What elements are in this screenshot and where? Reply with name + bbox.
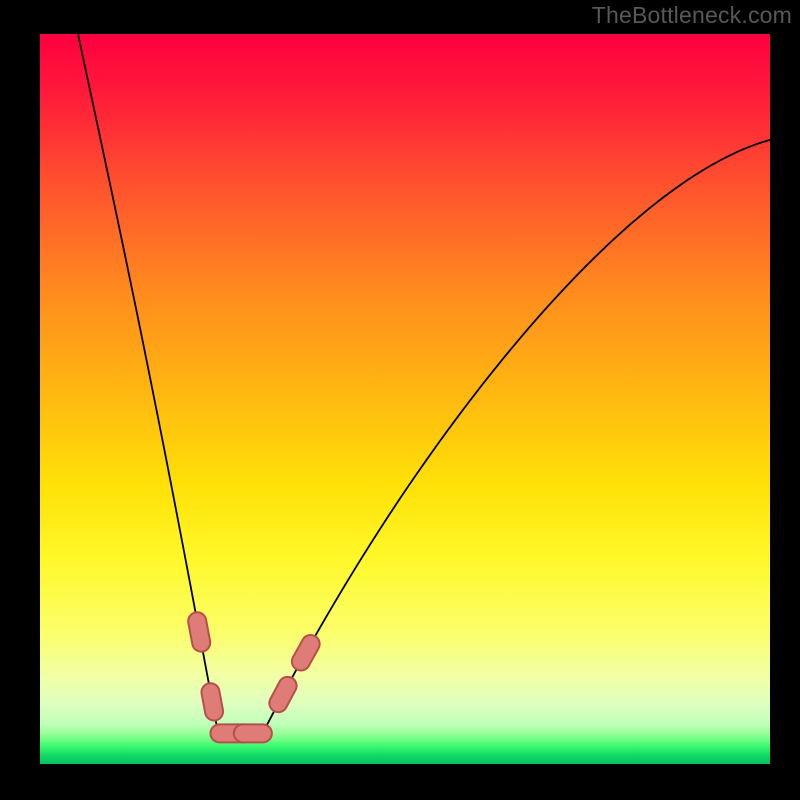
chart-background xyxy=(40,34,770,764)
watermark-text: TheBottleneck.com xyxy=(592,2,792,29)
data-marker xyxy=(201,683,223,720)
stage: TheBottleneck.com xyxy=(0,0,800,800)
data-marker xyxy=(234,724,272,742)
chart-svg xyxy=(0,0,800,800)
